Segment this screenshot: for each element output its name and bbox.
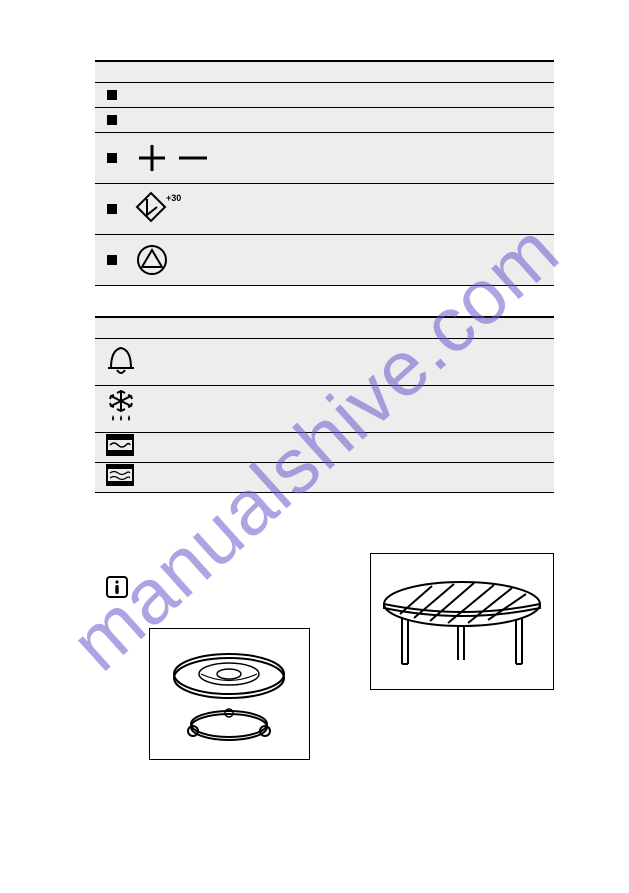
function-row bbox=[95, 433, 554, 463]
defrost-icon bbox=[105, 389, 137, 430]
bullet-icon bbox=[107, 90, 117, 100]
turntable-illustration bbox=[149, 628, 310, 760]
controls-table: +30 bbox=[95, 60, 554, 286]
control-row: +30 bbox=[95, 184, 554, 235]
info-icon bbox=[105, 575, 129, 604]
plus-30-label: +30 bbox=[166, 193, 181, 203]
controls-table-header bbox=[95, 62, 554, 83]
microwave-single-wave-icon bbox=[105, 433, 135, 462]
functions-table bbox=[95, 316, 554, 493]
control-row bbox=[95, 83, 554, 108]
function-row bbox=[95, 386, 554, 433]
bullet-icon bbox=[107, 255, 117, 265]
function-row bbox=[95, 339, 554, 386]
control-row bbox=[95, 133, 554, 184]
grill-rack-illustration bbox=[370, 553, 555, 690]
start-30-icon: +30 bbox=[135, 189, 187, 229]
function-row bbox=[95, 463, 554, 493]
microwave-double-wave-icon bbox=[105, 463, 135, 492]
stop-icon bbox=[135, 243, 169, 277]
control-row bbox=[95, 108, 554, 133]
bullet-icon bbox=[107, 115, 117, 125]
functions-table-header bbox=[95, 318, 554, 339]
plus-minus-icon bbox=[135, 141, 215, 175]
control-row bbox=[95, 235, 554, 286]
bullet-icon bbox=[107, 153, 117, 163]
bullet-icon bbox=[107, 204, 117, 214]
bell-icon bbox=[105, 342, 137, 383]
